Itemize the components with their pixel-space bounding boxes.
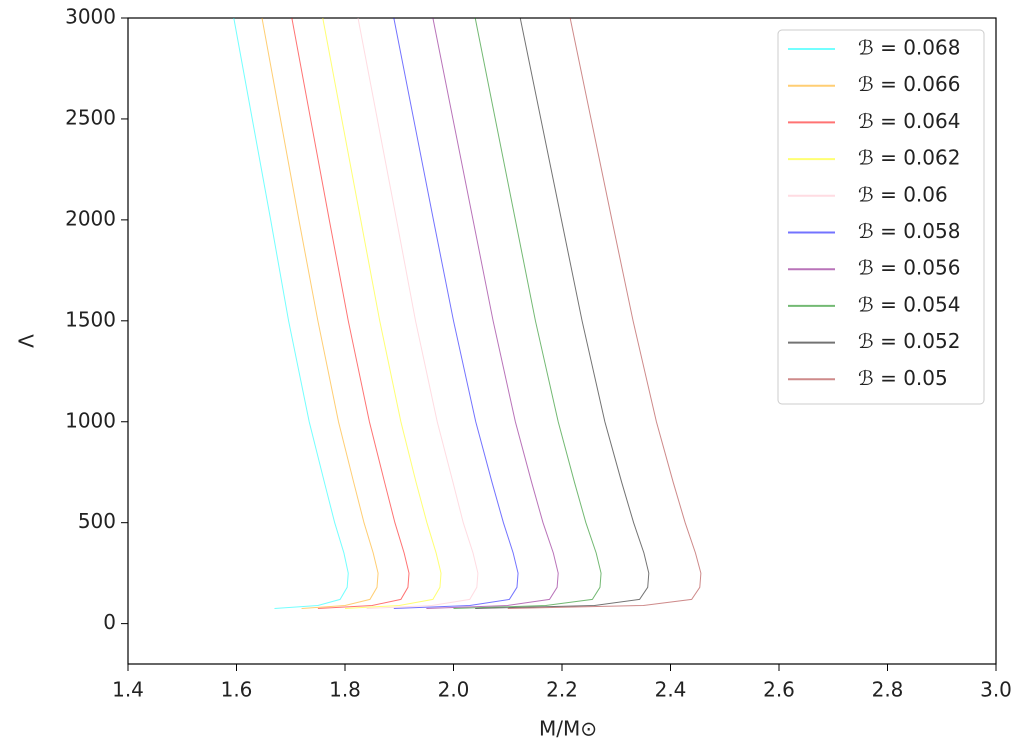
legend-label: ℬ = 0.066 (858, 72, 960, 96)
legend-label: ℬ = 0.062 (858, 146, 960, 170)
y-tick-label: 0 (103, 610, 116, 634)
legend-label: ℬ = 0.068 (858, 36, 960, 60)
series-line (357, 17, 479, 609)
x-tick-label: 2.0 (438, 678, 470, 702)
x-tick-label: 2.8 (872, 678, 904, 702)
y-axis-label: Λ (15, 334, 39, 348)
y-tick-label: 500 (78, 509, 116, 533)
x-tick-label: 2.4 (655, 678, 687, 702)
legend-box (777, 29, 985, 405)
legend-label: ℬ = 0.054 (858, 292, 960, 316)
x-tick-label: 2.2 (546, 678, 578, 702)
x-tick-label: 1.4 (112, 678, 144, 702)
legend-label: ℬ = 0.052 (858, 329, 960, 353)
series-line (393, 17, 519, 609)
y-tick-label: 1500 (65, 307, 116, 331)
x-tick-label: 2.6 (763, 678, 795, 702)
series-line (233, 17, 349, 609)
series-line (453, 17, 602, 609)
y-tick-label: 3000 (65, 5, 116, 29)
legend-label: ℬ = 0.05 (858, 366, 948, 390)
y-tick-label: 1000 (65, 408, 116, 432)
legend-label: ℬ = 0.058 (858, 219, 960, 243)
legend-label: ℬ = 0.064 (858, 109, 960, 133)
series-line (426, 17, 559, 609)
y-tick-label: 2000 (65, 206, 116, 230)
y-tick-label: 2500 (65, 105, 116, 129)
x-tick-label: 1.6 (221, 678, 253, 702)
series-line (291, 17, 410, 609)
legend-label: ℬ = 0.056 (858, 256, 960, 280)
series-line (261, 17, 379, 609)
series-line (475, 17, 650, 609)
x-tick-label: 3.0 (980, 678, 1012, 702)
series-line (507, 17, 702, 609)
x-axis-label: M/M⊙ (539, 717, 597, 741)
legend-label: ℬ = 0.06 (858, 182, 948, 206)
x-tick-label: 1.8 (329, 678, 361, 702)
series-line (322, 17, 442, 609)
